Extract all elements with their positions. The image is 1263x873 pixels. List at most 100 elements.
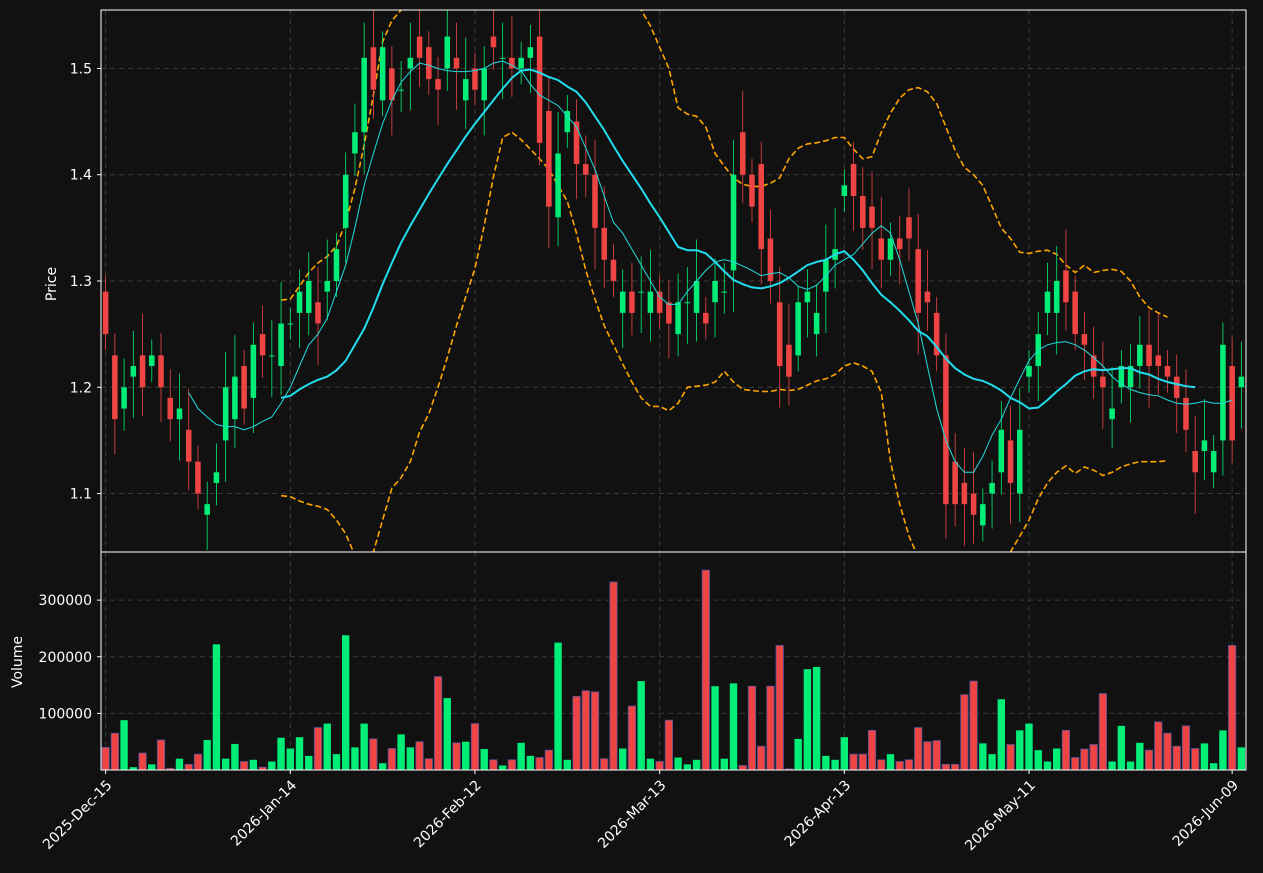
price-tick-label: 1.5: [70, 61, 92, 77]
volume-bar: [313, 727, 323, 770]
volume-bar: [932, 740, 941, 770]
volume-bar: [1108, 761, 1116, 770]
candle-body: [970, 493, 977, 515]
volume-axis-label: Volume: [10, 636, 26, 688]
candle-body: [278, 323, 284, 367]
volume-bar: [249, 759, 258, 770]
volume-bar: [969, 680, 978, 770]
volume-bar: [342, 635, 350, 770]
candle-body: [813, 312, 820, 335]
candle-body: [675, 302, 681, 335]
volume-bar: [397, 734, 405, 770]
candle-body: [444, 36, 451, 69]
candle-body: [656, 291, 663, 313]
volume-bar: [110, 732, 119, 770]
volume-bar: [489, 759, 498, 770]
volume-bar: [794, 738, 802, 770]
volume-bar: [997, 699, 1005, 770]
volume-bar: [1219, 730, 1227, 770]
candle-body: [619, 291, 626, 313]
volume-bar: [156, 739, 166, 770]
volume-bar: [1025, 723, 1033, 770]
candle-body: [416, 36, 423, 58]
moving-averages: [188, 60, 1233, 473]
volume-bar: [877, 759, 886, 770]
volume-bar: [526, 755, 535, 770]
volume-bar: [960, 694, 969, 770]
volume-bar: [452, 742, 461, 770]
volume-bar: [480, 749, 488, 770]
volume-bar: [1089, 744, 1098, 770]
volume-bar: [443, 698, 451, 770]
candle-body: [1192, 451, 1198, 473]
volume-bar: [979, 743, 987, 770]
volume-bar: [470, 723, 480, 770]
volume-bar: [572, 695, 581, 770]
bollinger-bands: [281, 10, 1168, 552]
volume-bar: [415, 741, 424, 770]
volume-bar: [609, 581, 618, 770]
upper-band-line: [281, 10, 1168, 318]
candle-body: [361, 57, 367, 133]
volume-bar: [1061, 729, 1071, 770]
volume-bar: [120, 720, 128, 770]
volume-bar: [886, 754, 895, 770]
candle-body: [315, 302, 321, 324]
candle-body: [407, 57, 414, 69]
volume-bar: [581, 690, 590, 770]
candle-body: [961, 482, 968, 505]
volume-bar: [711, 686, 719, 770]
volume-bar: [305, 755, 313, 770]
volume-bar: [867, 729, 877, 770]
price-tick-label: 1.1: [70, 487, 92, 503]
candle-body: [1220, 344, 1226, 441]
volume-bar: [757, 745, 766, 770]
candle-body: [1100, 376, 1106, 388]
candle-body: [924, 291, 931, 303]
volume-bar: [895, 761, 904, 770]
volume-bar: [720, 758, 728, 770]
volume-bar: [1191, 748, 1200, 770]
candle-body: [379, 47, 386, 101]
candle-body: [370, 47, 377, 90]
candle-body: [121, 387, 127, 409]
volume-bar: [286, 748, 294, 770]
volume-bar: [535, 757, 544, 770]
candle-body: [453, 57, 460, 69]
candle-body: [1026, 366, 1032, 377]
candle-body: [435, 79, 441, 90]
volume-bar: [831, 759, 839, 770]
volume-tick-label: 200000: [39, 650, 92, 666]
volume-bar: [1043, 761, 1052, 770]
volume-bar: [517, 742, 525, 770]
candle-body: [324, 281, 330, 292]
volume-bar: [729, 683, 738, 770]
volume-bar: [692, 759, 701, 770]
candle-body: [1210, 451, 1217, 473]
candle-body: [878, 238, 885, 260]
candle-body: [721, 291, 728, 293]
price-tick-label: 1.2: [70, 380, 92, 396]
candle-body: [684, 302, 691, 304]
candle-body: [149, 355, 155, 367]
candle-body: [481, 68, 487, 101]
volume-bar: [129, 767, 138, 770]
candle-body: [1017, 429, 1023, 494]
candle-body: [592, 174, 598, 228]
candle-body: [250, 344, 257, 398]
volume-bar: [433, 676, 443, 770]
candle-body: [1229, 366, 1235, 441]
candle-body: [1053, 281, 1060, 313]
candle-body: [804, 291, 811, 303]
volume-bar: [332, 754, 341, 770]
candle-body: [758, 164, 764, 250]
volume-bar: [462, 741, 470, 770]
volume-bar: [1172, 745, 1181, 770]
candle-body: [527, 47, 534, 58]
candle-body: [185, 429, 192, 462]
volume-bar: [738, 765, 747, 770]
volume-bar: [212, 644, 221, 770]
candle-body: [398, 89, 404, 91]
candle-body: [472, 68, 478, 90]
